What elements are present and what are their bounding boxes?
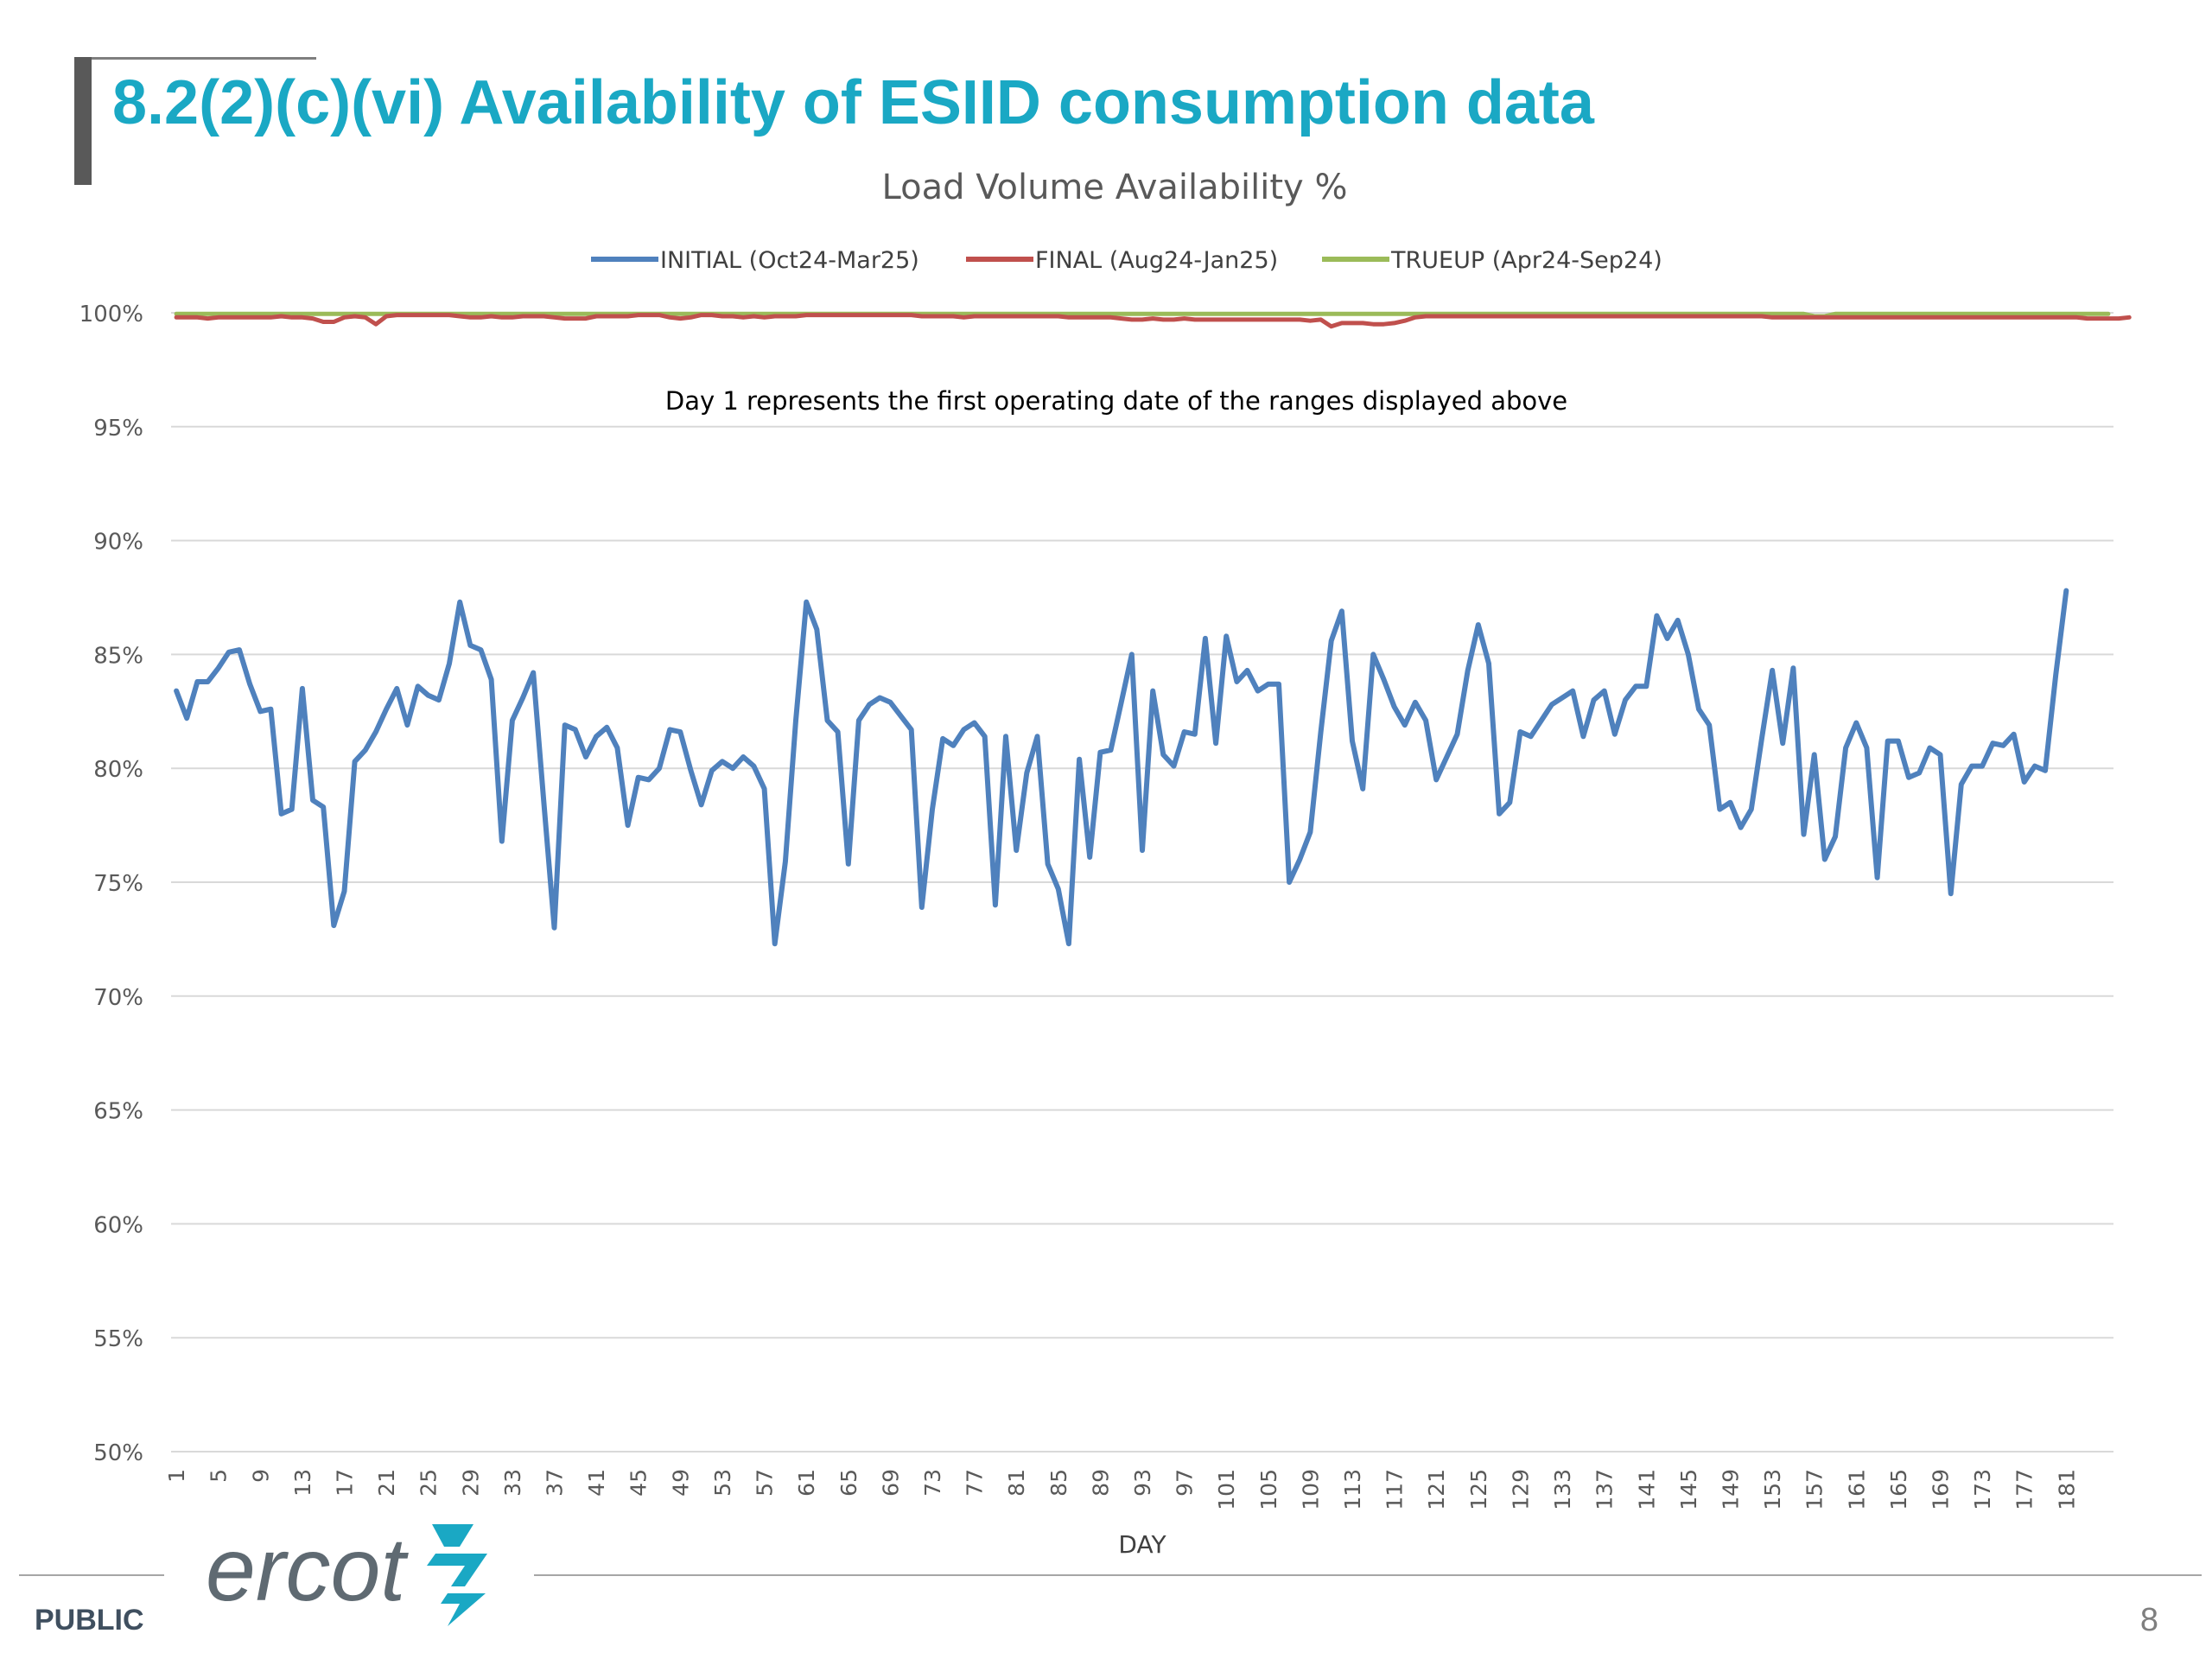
y-tick-label: 85% [93,643,143,669]
x-tick-label: 77 [963,1469,988,1497]
x-tick-label: 137 [1592,1469,1618,1510]
x-tick-label: 93 [1130,1469,1155,1497]
x-tick-label: 113 [1340,1469,1365,1510]
y-axis-ticks: 50% 55% 60% 65% 70% 75% 80% 85% 90% 95% 100% [79,302,143,1466]
series-line-2 [174,311,2111,319]
y-tick-label: 50% [93,1440,143,1466]
public-label: PUBLIC [35,1604,144,1637]
legend-label: INITIAL (Oct24-Mar25) [660,247,919,274]
x-tick-label: 1 [164,1469,189,1483]
x-tick-label: 97 [1173,1469,1198,1497]
y-tick-label: 70% [93,985,143,1011]
x-tick-label: 49 [668,1469,693,1497]
x-tick-label: 165 [1886,1469,1911,1510]
x-tick-label: 13 [290,1469,315,1497]
x-tick-label: 85 [1046,1469,1071,1497]
y-tick-label: 100% [79,302,143,327]
x-tick-label: 45 [626,1469,652,1497]
x-tick-label: 57 [753,1469,778,1497]
x-tick-label: 105 [1256,1469,1281,1510]
footer-line-right [534,1574,2202,1576]
y-tick-label: 90% [93,530,143,556]
y-tick-label: 65% [93,1099,143,1125]
chart-annotation: Day 1 represents the first operating dat… [665,386,1567,416]
x-tick-label: 53 [710,1469,735,1497]
x-axis-ticks: 1 5 9 13 17 21 25 29 33 37 41 45 49 53 57 61 65 69 73 77 81 8… [164,1469,2079,1510]
chart-series [174,311,2132,947]
x-tick-label: 69 [878,1469,903,1497]
y-tick-label: 75% [93,871,143,897]
x-tick-label: 109 [1298,1469,1323,1510]
x-tick-label: 73 [920,1469,945,1497]
x-tick-label: 153 [1760,1469,1785,1510]
x-tick-label: 61 [794,1469,819,1497]
x-tick-label: 41 [584,1469,609,1497]
x-tick-label: 173 [1970,1469,1995,1510]
x-axis-title: DAY [1118,1530,1166,1559]
x-tick-label: 101 [1214,1469,1239,1510]
y-tick-label: 60% [93,1212,143,1238]
y-tick-label: 55% [93,1326,143,1352]
chart-gridlines [171,312,2113,1452]
legend-label: FINAL (Aug24-Jan25) [1035,247,1278,274]
chart-legend: INITIAL (Oct24-Mar25) FINAL (Aug24-Jan25)… [591,247,1662,274]
page-number: 8 [2139,1602,2158,1638]
logo-lightning-icon [427,1524,487,1626]
x-tick-label: 149 [1718,1469,1743,1510]
y-tick-label: 80% [93,757,143,783]
x-tick-label: 121 [1424,1469,1449,1510]
x-tick-label: 65 [836,1469,861,1497]
x-tick-label: 17 [332,1469,357,1497]
series-line-0 [174,588,2069,947]
title-accent-line [74,57,316,60]
y-tick-label: 95% [93,416,143,442]
legend-label: TRUEUP (Apr24-Sep24) [1390,247,1662,274]
x-tick-label: 141 [1634,1469,1659,1510]
x-tick-label: 5 [207,1469,232,1483]
chart-title: Load Volume Availability % [882,168,1348,207]
x-tick-label: 125 [1466,1469,1491,1510]
x-tick-label: 81 [1004,1469,1029,1497]
x-tick-label: 133 [1550,1469,1575,1510]
footer-line-left [19,1574,164,1576]
x-tick-label: 37 [543,1469,568,1497]
x-tick-label: 117 [1382,1469,1408,1510]
x-tick-label: 157 [1802,1469,1827,1510]
x-tick-label: 129 [1508,1469,1533,1510]
x-tick-label: 161 [1844,1469,1869,1510]
x-tick-label: 29 [458,1469,483,1497]
x-tick-label: 25 [416,1469,442,1497]
x-tick-label: 9 [248,1469,273,1483]
x-tick-label: 21 [374,1469,399,1497]
x-tick-label: 169 [1929,1469,1954,1510]
logo-wordmark: ercot [206,1520,409,1620]
x-tick-label: 181 [2054,1469,2079,1510]
slide-title: 8.2(2)(c)(vi) Availability of ESIID cons… [112,68,1594,137]
x-tick-label: 89 [1088,1469,1113,1497]
x-tick-label: 145 [1676,1469,1701,1510]
x-tick-label: 177 [2012,1469,2037,1510]
x-tick-label: 33 [500,1469,525,1497]
ercot-logo: ercot [206,1520,487,1626]
series-line-1 [174,313,2132,329]
title-accent-bar [74,57,92,185]
